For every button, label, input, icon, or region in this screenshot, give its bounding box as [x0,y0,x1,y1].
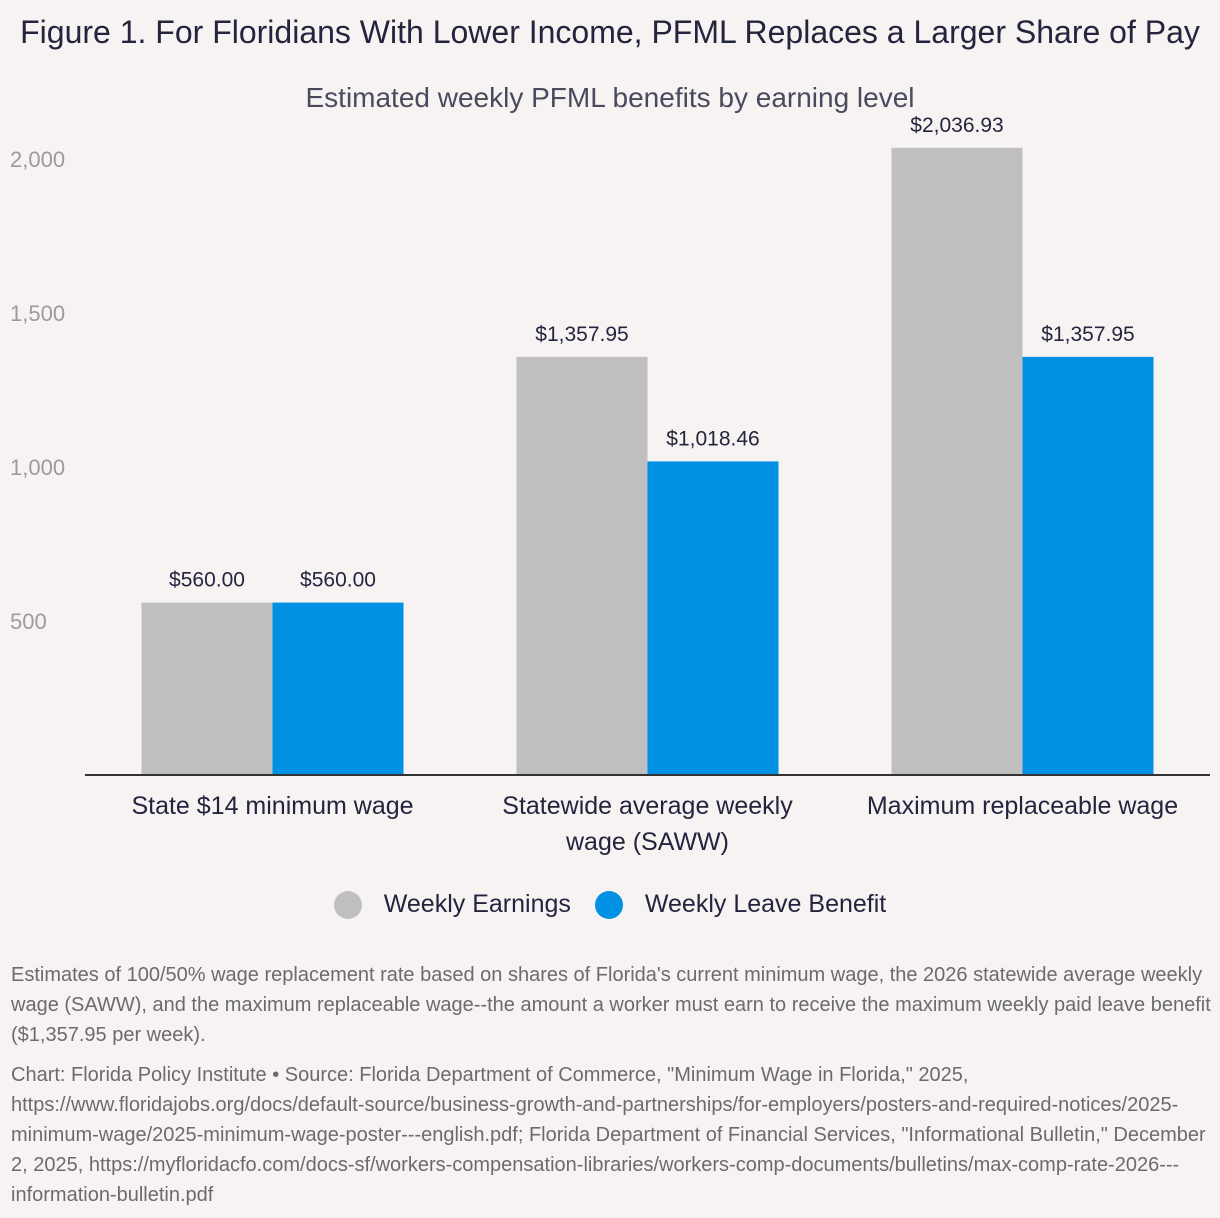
data-label: $1,357.95 [1041,323,1134,346]
legend-swatch-benefit [594,890,623,919]
data-label: $560.00 [300,569,376,592]
bar-benefit [647,461,779,775]
legend-item-benefit[interactable]: Weekly Leave Benefit [594,890,887,919]
y-tick-label: 2,000 [10,147,65,172]
bar-chart: 500 1,000 1,500 2,000 $560.00 $560.00 State $1… [10,114,1210,856]
data-label: $560.00 [169,569,245,592]
bar-earnings [516,356,648,775]
x-category-label: Maximum replaceable wage [867,792,1178,820]
bar-benefit [272,602,404,775]
chart-subtitle: Estimated weekly PFML benefits by earnin… [305,82,915,113]
chart-source: Chart: Florida Policy Institute • Source… [11,1064,1206,1206]
x-category-label: wage (SAWW) [565,828,729,856]
legend-item-earnings[interactable]: Weekly Earnings [333,890,571,919]
y-tick-label: 1,000 [10,455,65,480]
data-label: $2,036.93 [910,114,1003,137]
bar-earnings [891,147,1023,775]
y-tick-label: 1,500 [10,301,65,326]
y-tick-label: 500 [10,609,47,634]
data-label: $1,018.46 [666,427,759,450]
x-category-label: Statewide average weekly [502,792,793,820]
legend: Weekly Earnings Weekly Leave Benefit [0,890,1220,919]
x-category-label: State $14 minimum wage [131,792,413,820]
legend-label-benefit: Weekly Leave Benefit [644,890,887,918]
legend-swatch-earnings [333,890,362,919]
legend-label-earnings: Weekly Earnings [383,890,571,918]
data-label: $1,357.95 [535,323,628,346]
chart-title: Figure 1. For Floridians With Lower Inco… [20,14,1200,50]
bar-benefit [1022,356,1154,775]
chart-note: Estimates of 100/50% wage replacement ra… [11,964,1211,1046]
bar-earnings [141,602,273,775]
